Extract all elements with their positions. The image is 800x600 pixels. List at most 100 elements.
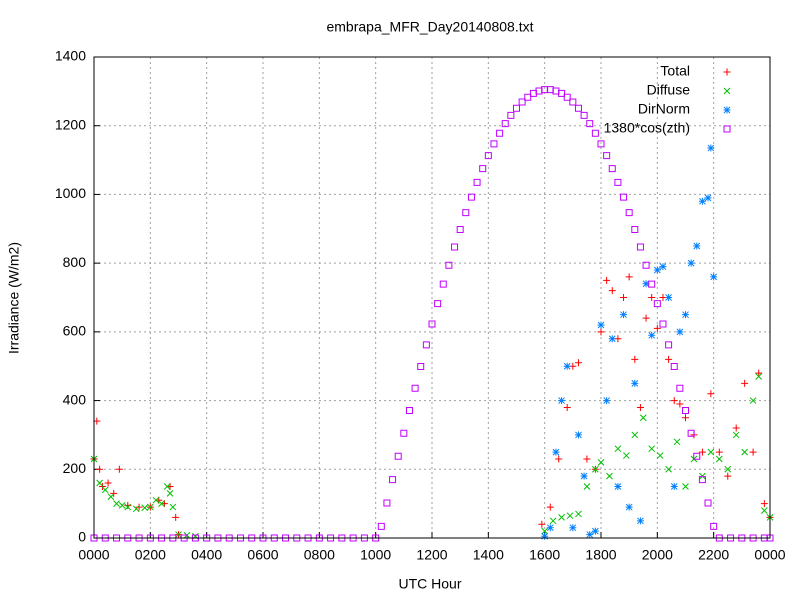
data-point (541, 532, 549, 540)
data-point (665, 355, 673, 363)
data-point (715, 534, 723, 542)
legend-marker (723, 68, 731, 76)
data-point (608, 335, 616, 343)
data-point (524, 93, 532, 101)
data-point (631, 225, 639, 233)
data-point (620, 193, 628, 201)
data-point (107, 493, 115, 501)
data-point (124, 534, 132, 542)
data-point (608, 165, 616, 173)
data-point (687, 259, 695, 267)
data-point (490, 140, 498, 148)
data-point (670, 482, 678, 490)
data-point (693, 452, 701, 460)
data-point (104, 479, 112, 487)
data-point (738, 534, 746, 542)
data-point (349, 534, 357, 542)
data-point (755, 373, 763, 380)
x-tick-label: 0000 (754, 547, 785, 563)
data-point (642, 261, 650, 269)
data-point (462, 209, 470, 217)
data-point (473, 178, 481, 186)
data-point (676, 400, 684, 408)
x-tick-label: 0200 (135, 547, 166, 563)
data-point (135, 534, 143, 542)
data-point (749, 448, 757, 456)
x-tick-label: 1400 (473, 547, 504, 563)
data-point (98, 482, 106, 490)
data-point (682, 483, 689, 490)
data-point (101, 486, 109, 494)
data-point (710, 522, 718, 530)
data-point (597, 321, 605, 329)
data-point (434, 300, 442, 308)
data-point (175, 531, 182, 538)
data-point (574, 359, 582, 367)
data-point (411, 384, 419, 392)
data-point (749, 534, 757, 542)
data-point (665, 465, 672, 473)
x-tick-label: 2200 (698, 547, 729, 563)
data-point (327, 534, 335, 542)
data-point (518, 98, 526, 106)
data-point (574, 431, 582, 439)
data-point (622, 452, 630, 459)
data-point (566, 512, 574, 520)
data-point (135, 503, 143, 511)
data-point (417, 363, 425, 371)
data-point (597, 328, 605, 336)
data-point (338, 534, 346, 542)
legend-label: Diffuse (647, 82, 691, 98)
data-point (428, 320, 436, 328)
data-point (96, 479, 103, 487)
data-point (513, 104, 520, 112)
data-point (580, 472, 588, 480)
data-point (682, 414, 689, 422)
data-point (698, 448, 706, 456)
data-point (282, 534, 290, 542)
data-point (614, 482, 622, 490)
y-tick-label: 200 (63, 460, 87, 476)
legend-marker (723, 106, 731, 114)
data-point (569, 524, 577, 532)
data-point (467, 193, 475, 201)
data-point (648, 445, 656, 453)
data-point (405, 407, 413, 415)
data-point (597, 459, 605, 466)
data-point (698, 476, 706, 484)
data-point (620, 294, 628, 301)
data-point (603, 276, 611, 284)
data-point (191, 534, 199, 542)
data-point (625, 209, 633, 217)
legend-label: Total (660, 63, 690, 79)
data-point (636, 517, 644, 525)
data-point (558, 514, 565, 521)
data-point (479, 165, 487, 173)
data-point (603, 152, 611, 160)
data-point (169, 534, 177, 542)
data-point (741, 448, 749, 456)
data-point (586, 531, 594, 539)
data-point (631, 355, 639, 363)
data-point (648, 294, 656, 301)
data-point (620, 311, 628, 319)
data-point (732, 431, 740, 439)
data-point (456, 225, 464, 233)
x-tick-label: 1600 (529, 547, 560, 563)
data-point (704, 194, 712, 202)
data-point (146, 503, 154, 511)
data-point (158, 534, 166, 542)
data-point (158, 500, 165, 507)
data-point (141, 504, 149, 512)
data-point (642, 314, 650, 322)
data-point (546, 524, 554, 532)
y-tick-label: 600 (63, 323, 87, 339)
x-tick-label: 0800 (304, 547, 335, 563)
data-point (715, 448, 723, 456)
data-point (563, 362, 571, 370)
data-point (555, 455, 563, 463)
data-point (538, 520, 546, 528)
data-point (507, 111, 515, 119)
data-point (496, 129, 504, 137)
